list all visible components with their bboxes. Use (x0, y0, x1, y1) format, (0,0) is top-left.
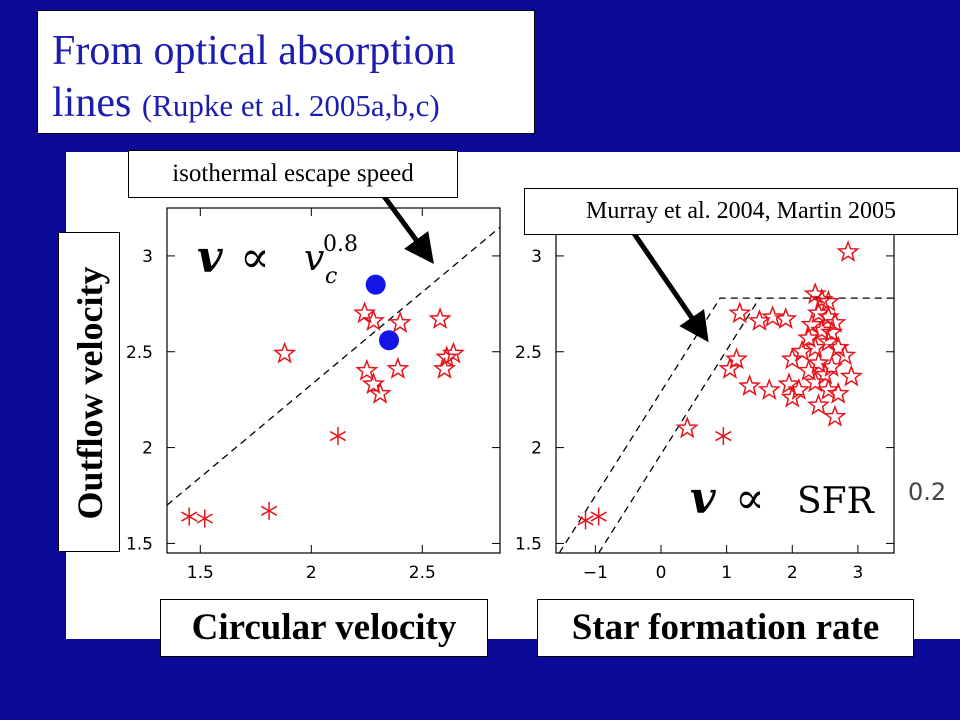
data-point-asterisk (577, 511, 594, 530)
x-tick-label: −1 (583, 563, 608, 583)
slide-title-box: From optical absorption lines (Rupke et … (37, 10, 535, 134)
x-tick-label: 2 (306, 563, 317, 583)
slide-title-reference: (Rupke et al. 2005a,b,c) (141, 88, 440, 123)
data-point-star (441, 341, 465, 364)
data-point-circle (365, 274, 386, 295)
data-point-asterisk (260, 501, 278, 520)
data-point-star (273, 341, 297, 364)
data-point-star (823, 404, 847, 427)
data-point-star (797, 358, 821, 381)
data-point-star (800, 312, 824, 335)
y-axis-label: Outflow velocity (70, 266, 110, 520)
data-point-star (820, 320, 844, 343)
arrow-murray-martin (630, 230, 709, 343)
y-tick-label: 2.5 (515, 343, 542, 363)
formula-right-var: SFR (797, 481, 875, 522)
chart-right: −1 0 1 2 3 1.5 2 2.5 3 (515, 207, 895, 583)
data-point-star (777, 372, 801, 395)
plot-frame (166, 207, 501, 554)
formula-left: v ∝ v c 0.8 (197, 232, 358, 289)
x-axis-label-left: Circular velocity (160, 599, 488, 657)
formula-left-lhs: v (197, 232, 223, 283)
data-point-star (806, 301, 831, 324)
murray-martin-callout: Murray et al. 2004, Martin 2005 (524, 188, 958, 235)
data-point-star (428, 307, 452, 330)
x-axis-label-right: Star formation rate (537, 599, 914, 657)
formula-right-box (680, 465, 888, 525)
y-tick-label: 1.5 (515, 534, 542, 554)
data-point-star (810, 287, 834, 310)
reference-line (167, 226, 500, 506)
data-point-star (810, 318, 834, 341)
data-point-star (823, 310, 847, 333)
data-point-star (826, 381, 850, 404)
data-point-star (361, 308, 386, 331)
data-point-star (803, 370, 827, 393)
data-point-star (728, 301, 752, 324)
data-point-star (803, 335, 827, 358)
data-point-star (797, 326, 821, 349)
data-point-star (435, 345, 459, 368)
data-point-star (816, 377, 840, 400)
x-tick-label: 3 (852, 563, 863, 583)
reference-line (558, 297, 894, 553)
data-point-star (724, 347, 749, 370)
data-point-circle (379, 330, 399, 351)
data-point-star (761, 305, 785, 328)
x-tick-label: 2 (787, 563, 798, 583)
data-point-star (718, 356, 742, 379)
y-tick-label: 3 (531, 247, 542, 267)
data-point-star (780, 347, 804, 370)
data-point-asterisk (196, 509, 213, 528)
formula-left-sub: c (325, 264, 337, 289)
x-tick-label: 0 (656, 563, 667, 583)
y-tick-label: 2 (531, 439, 542, 459)
escape-speed-callout: isothermal escape speed (128, 150, 458, 198)
chart-left: 1.5 2 2.5 1.5 2 2.5 3 (126, 207, 501, 583)
data-point-asterisk (181, 507, 198, 526)
data-point-star (780, 385, 804, 408)
data-point-star (833, 343, 857, 366)
x-tick-label: 1.5 (187, 563, 214, 583)
x-tick-label: 1 (721, 563, 732, 583)
data-point-star (675, 416, 699, 439)
data-point-star (386, 356, 410, 379)
y-tick-label: 3 (142, 247, 153, 267)
formula-right-exp: 0.2 (908, 478, 946, 506)
slide-title: From optical absorption (52, 28, 456, 74)
data-point-star (806, 393, 831, 416)
x-tick-label: 2.5 (409, 563, 436, 583)
arrow-escape-speed (380, 193, 434, 265)
formula-right-lhs: v (690, 473, 716, 524)
data-point-star (836, 239, 860, 262)
y-tick-label: 2.5 (126, 343, 153, 363)
y-tick-label: 2 (142, 439, 153, 459)
y-tick-label: 1.5 (126, 534, 153, 554)
y-axis-label-box: Outflow velocity (58, 232, 120, 552)
data-point-star (355, 358, 379, 381)
data-point-asterisk (590, 507, 607, 526)
data-point-star (738, 374, 762, 397)
data-point-star (757, 377, 781, 400)
formula-left-prop: ∝ (240, 232, 270, 283)
slide-title-line2: lines (Rupke et al. 2005a,b,c) (52, 79, 440, 127)
data-point-asterisk (715, 427, 732, 446)
data-point-star (839, 364, 863, 387)
data-point-star (368, 381, 392, 404)
slide-title-lines: lines (52, 80, 132, 126)
data-point-star (816, 330, 840, 353)
formula-left-exp: 0.8 (323, 232, 358, 257)
data-point-star (361, 372, 386, 395)
formula-right-prop: ∝ (735, 473, 765, 524)
data-point-star (388, 310, 412, 333)
formula-left-var: v (304, 238, 324, 279)
data-point-asterisk (329, 427, 347, 446)
data-point-star (774, 307, 798, 330)
